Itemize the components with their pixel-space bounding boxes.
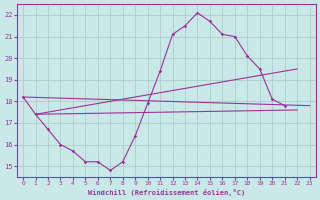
X-axis label: Windchill (Refroidissement éolien,°C): Windchill (Refroidissement éolien,°C) — [88, 189, 245, 196]
